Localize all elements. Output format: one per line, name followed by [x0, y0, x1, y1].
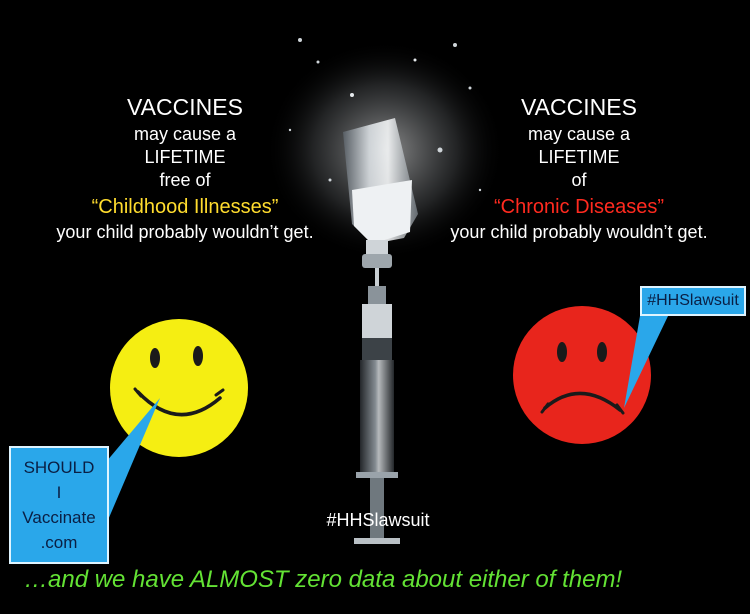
syringe-icon — [354, 268, 400, 544]
right-heading: VACCINES — [521, 94, 637, 120]
left-callout-tail — [106, 398, 160, 520]
left-message: VACCINES may cause a LIFETIME free of “C… — [20, 94, 350, 243]
should-i-vaccinate-callout: SHOULD I Vaccinate .com — [9, 446, 109, 564]
right-line-3: of — [571, 170, 587, 190]
right-callout-tail — [624, 316, 668, 408]
vial-icon — [343, 118, 418, 268]
centre-hashtag: #HHSlawsuit — [326, 510, 430, 530]
left-line-1: may cause a — [133, 124, 237, 144]
right-highlight: “Chronic Diseases” — [493, 196, 665, 218]
left-tail: your child probably wouldn’t get. — [56, 222, 314, 242]
callout-line-4: .com — [40, 533, 78, 552]
right-line-1: may cause a — [527, 124, 631, 144]
callout-line-1: SHOULD — [23, 458, 95, 477]
sad-face-icon — [513, 306, 651, 444]
left-line-3: free of — [159, 170, 211, 190]
hashtag-callout: #HHSlawsuit — [640, 286, 746, 316]
left-heading: VACCINES — [127, 94, 243, 120]
right-line-2: LIFETIME — [538, 147, 620, 167]
callout-line-3: Vaccinate — [22, 508, 96, 527]
callout-line-2: I — [56, 483, 62, 502]
right-tail: your child probably wouldn’t get. — [450, 222, 708, 242]
left-highlight: “Childhood Illnesses” — [91, 196, 279, 218]
left-line-2: LIFETIME — [144, 147, 226, 167]
right-message: VACCINES may cause a LIFETIME of “Chroni… — [418, 94, 740, 243]
footer-caption: …and we have ALMOST zero data about eith… — [24, 566, 623, 593]
